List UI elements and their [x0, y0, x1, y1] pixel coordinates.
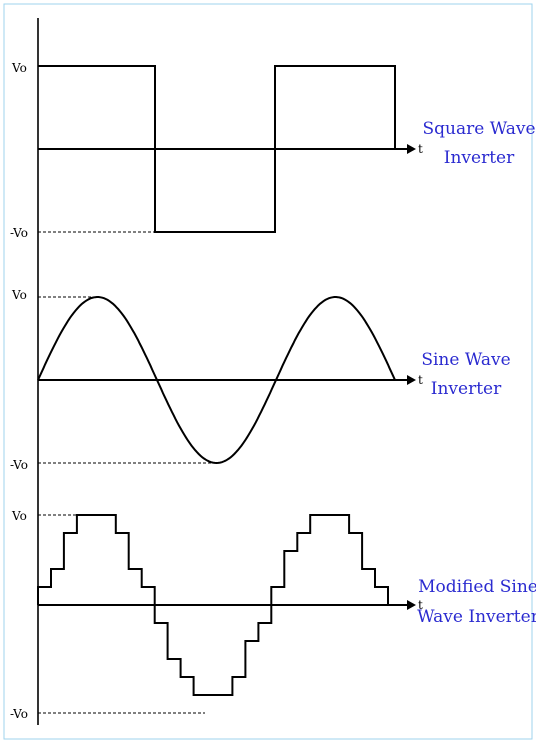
sine-waveform	[37, 296, 396, 465]
square-axis-arrow	[407, 144, 416, 154]
sine-vpos-label: Vo	[11, 288, 27, 302]
square-vneg-label: -Vo	[10, 226, 28, 240]
sine-vneg-label: -Vo	[10, 458, 28, 472]
modified-vpos-label: Vo	[11, 509, 27, 523]
modified-caption-line1: Modified Sine	[418, 577, 536, 597]
modified-sine-waveform	[37, 514, 389, 696]
sine-axis-arrow	[407, 375, 416, 385]
modified-axis-arrow	[407, 600, 416, 610]
sine-caption-line2: Inverter	[431, 379, 502, 399]
square-t-label: t	[418, 142, 423, 156]
frame-border	[3, 3, 533, 740]
square-wave-panel: Vo -Vo t Square Wave Inverter	[10, 61, 536, 240]
square-waveform	[38, 65, 396, 233]
modified-vneg-label: -Vo	[10, 707, 28, 721]
square-caption-line2: Inverter	[444, 148, 515, 168]
sine-t-label: t	[418, 373, 423, 387]
sine-caption-line1: Sine Wave	[421, 350, 510, 370]
square-caption-line1: Square Wave	[423, 119, 536, 139]
modified-sine-panel: Vo -Vo t Modified Sine Wave Inverter	[10, 509, 536, 721]
square-vpos-label: Vo	[11, 61, 27, 75]
sine-wave-panel: Vo -Vo t Sine Wave Inverter	[10, 288, 511, 472]
modified-t-label: t	[418, 598, 423, 612]
modified-caption-line2: Wave Inverter	[417, 607, 536, 627]
